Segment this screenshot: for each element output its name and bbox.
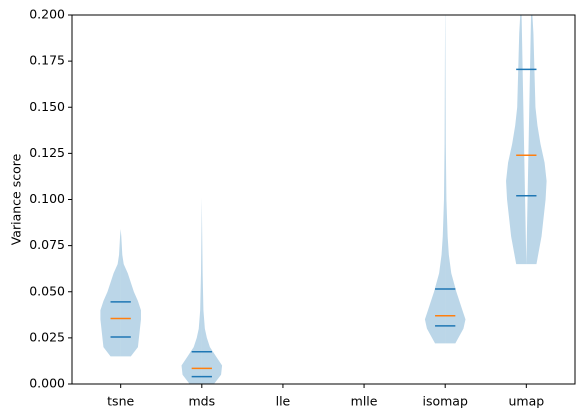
axes-frame [71,14,576,385]
y-tick-label: 0.175 [29,53,65,68]
violin-left [424,15,446,344]
violin-left [100,229,121,357]
y-tick-label: 0.025 [29,329,65,344]
violin-left [506,15,527,265]
x-tick-label: mlle [351,394,378,409]
y-tick-label: 0.125 [29,145,65,160]
y-tick-label: 0.100 [29,191,65,206]
y-tick-label: 0.000 [29,376,65,391]
x-tick-label: mds [188,394,215,409]
violin-right [445,15,466,344]
x-tick-label: isomap [422,394,467,409]
y-axis-label: Variance score [9,153,24,245]
y-tick-label: 0.050 [29,283,65,298]
plot-area [100,15,547,384]
violin-left [181,197,202,384]
y-tick-label: 0.200 [29,7,65,22]
violin-right [120,229,141,357]
y-tick-label: 0.150 [29,99,65,114]
x-tick-label: umap [508,394,544,409]
x-tick-label: tsne [107,394,134,409]
violin-right [201,197,223,384]
y-tick-label: 0.075 [29,237,65,252]
x-tick-label: lle [276,394,291,409]
violin-right [526,15,547,265]
